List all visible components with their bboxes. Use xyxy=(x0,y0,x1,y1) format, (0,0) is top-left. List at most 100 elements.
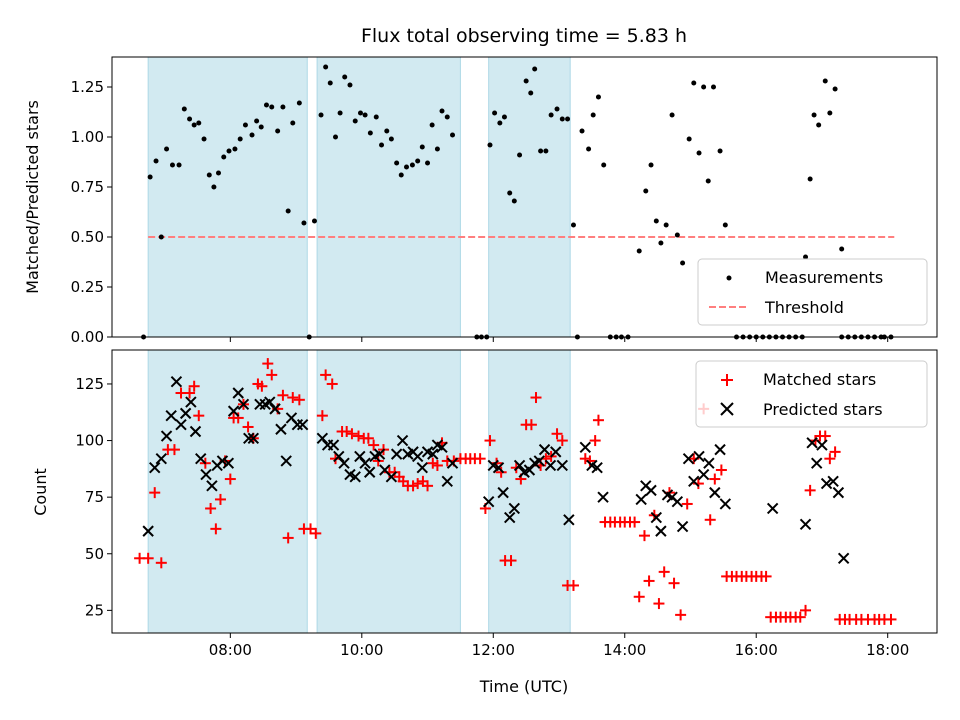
x-tick-label: 10:00 xyxy=(340,641,383,659)
matched-star-point xyxy=(885,613,897,625)
ratio-y-ticks: 0.00 0.25 0.50 0.75 1.00 1.25 xyxy=(71,78,112,346)
measurement-point xyxy=(523,78,529,84)
measurement-point xyxy=(164,146,170,152)
predicted-star-point xyxy=(333,450,345,463)
x-axis-label: Time (UTC) xyxy=(479,677,568,696)
measurement-point xyxy=(333,134,339,140)
matched-star-point xyxy=(368,439,380,451)
measurement-point xyxy=(590,112,596,118)
measurement-point xyxy=(419,144,425,150)
predicted-star-point xyxy=(832,486,845,499)
measurement-point xyxy=(187,116,193,122)
predicted-star-point xyxy=(142,525,154,537)
matched-star-point xyxy=(232,412,244,424)
predicted-star-point xyxy=(275,423,287,435)
predicted-star-point xyxy=(482,495,495,508)
measurement-point xyxy=(691,80,697,86)
measurement-point xyxy=(658,240,664,246)
matched-star-point xyxy=(341,426,353,438)
ratio-shaded-intervals xyxy=(147,56,571,338)
measurement-point xyxy=(249,132,255,138)
matched-star-point xyxy=(525,419,537,431)
counts-legend: Matched stars Predicted stars xyxy=(695,360,928,428)
predicted-star-point xyxy=(416,462,428,474)
measurement-point xyxy=(221,154,227,160)
matched-star-point xyxy=(715,464,727,476)
predicted-star-point xyxy=(396,434,409,447)
predicted-star-point xyxy=(508,502,521,515)
predicted-star-point xyxy=(645,484,657,497)
predicted-star-point xyxy=(170,375,183,388)
measurement-point xyxy=(570,222,576,228)
measurement-point xyxy=(327,80,333,86)
predicted-star-point xyxy=(327,439,340,451)
measurement-point xyxy=(554,106,560,112)
matched-star-point xyxy=(589,435,601,447)
ratio-y-tick-label: 0.25 xyxy=(71,278,104,296)
predicted-star-point xyxy=(427,448,439,460)
predicted-star-point xyxy=(373,448,386,460)
matched-star-point xyxy=(643,575,655,587)
measurement-point xyxy=(384,128,390,134)
x-tick-label: 14:00 xyxy=(603,641,646,659)
predicted-star-point xyxy=(492,462,505,474)
matched-star-point xyxy=(505,555,517,567)
matched-star-point xyxy=(800,604,812,616)
predicted-star-point xyxy=(799,518,812,531)
ratio-y-tick-label: 0.75 xyxy=(71,178,104,196)
predicted-star-point xyxy=(579,441,592,454)
predicted-star-point xyxy=(497,486,509,499)
ratio-legend: Measurements Threshold xyxy=(697,258,928,326)
measurement-point xyxy=(501,114,507,120)
x-tick-label: 16:00 xyxy=(735,641,778,659)
predicted-star-point xyxy=(243,432,255,445)
measurement-point xyxy=(206,172,212,178)
matched-star-point xyxy=(819,430,831,442)
measurement-point xyxy=(388,136,394,142)
x-tick-label: 08:00 xyxy=(209,641,252,659)
measurement-point xyxy=(147,174,153,180)
predicted-star-point xyxy=(806,437,818,449)
measurement-point xyxy=(543,148,549,154)
ratio-shaded-interval-2 xyxy=(488,56,571,338)
predicted-star-point xyxy=(390,448,403,460)
measurement-point xyxy=(301,220,307,226)
predicted-star-point xyxy=(411,450,424,463)
matched-star-point xyxy=(362,432,374,444)
measurement-point xyxy=(215,170,221,176)
counts-shaded-intervals xyxy=(147,349,571,634)
matched-star-point xyxy=(681,498,693,510)
measurement-point xyxy=(404,164,410,170)
predicted-star-point xyxy=(688,475,700,488)
predicted-star-point xyxy=(338,457,350,469)
matched-star-point xyxy=(474,453,486,465)
matched-star-point xyxy=(638,530,650,542)
measurement-point xyxy=(643,188,649,194)
measurement-point xyxy=(528,90,534,96)
measurement-point xyxy=(803,254,809,260)
matched-star-point xyxy=(704,514,716,526)
predicted-star-point xyxy=(149,462,161,474)
measurement-point xyxy=(710,84,716,90)
predicted-star-point xyxy=(513,459,526,472)
measurement-point xyxy=(827,110,833,116)
matched-star-point xyxy=(675,609,687,621)
measurement-point xyxy=(816,122,822,128)
ratio-shaded-interval-1 xyxy=(316,56,461,338)
predicted-star-point xyxy=(591,462,603,474)
predicted-star-point xyxy=(697,468,710,481)
counts-x-ticks: 08:00 10:00 12:00 14:00 16:00 18:00 xyxy=(209,633,909,659)
predicted-star-point xyxy=(766,502,779,515)
counts-y-tick-label: 50 xyxy=(85,545,104,563)
predicted-star-point xyxy=(655,525,667,537)
predicted-star-point xyxy=(237,398,250,411)
measurement-point xyxy=(158,234,164,240)
measurement-point xyxy=(181,106,187,112)
predicted-star-point xyxy=(206,480,218,492)
predicted-star-point xyxy=(232,387,244,399)
measurement-point xyxy=(196,120,202,126)
predicted-star-point xyxy=(160,430,173,442)
legend-threshold-label: Threshold xyxy=(764,298,844,317)
predicted-star-point xyxy=(247,432,260,445)
